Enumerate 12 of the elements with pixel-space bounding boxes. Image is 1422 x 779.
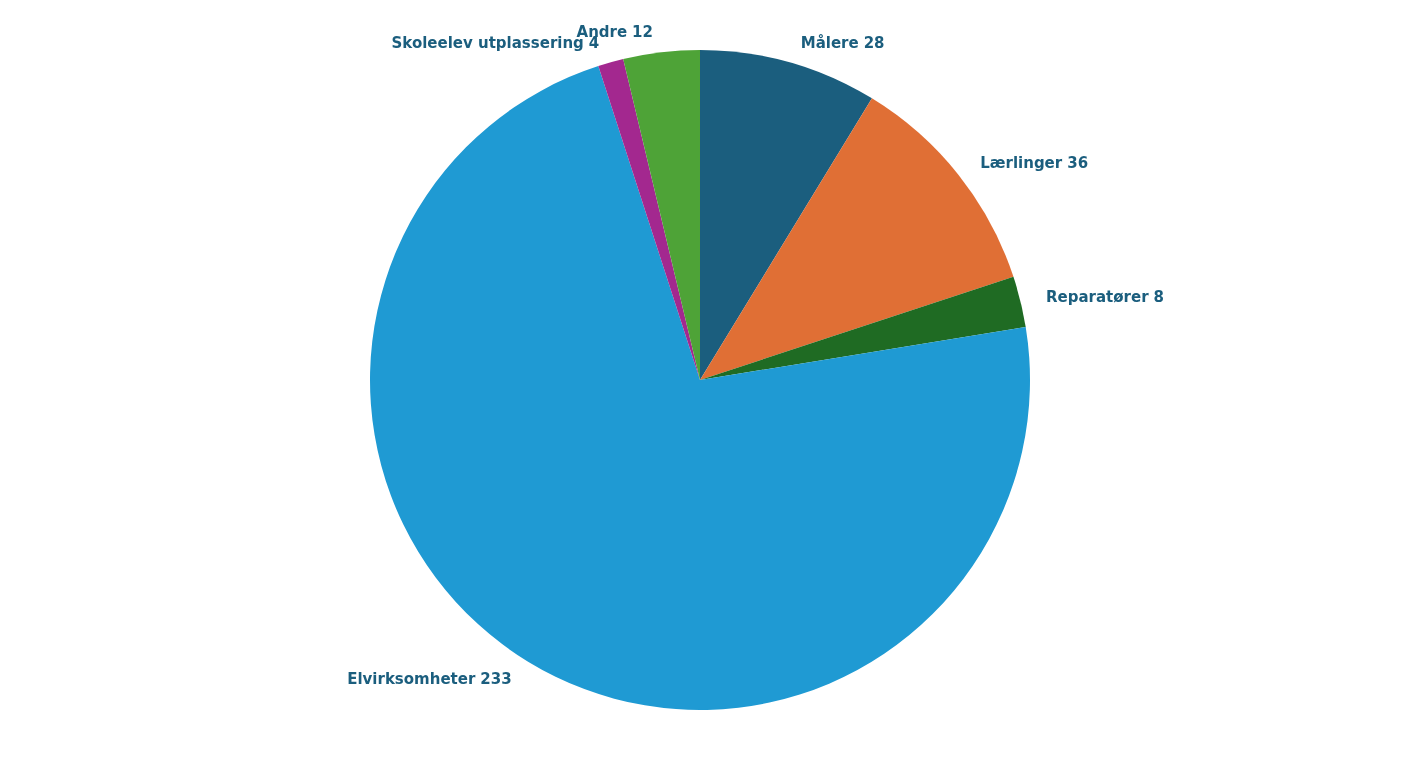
data-label: 28 (863, 34, 885, 53)
slice-label: Målere (800, 34, 859, 53)
slice-label: Lærlinger (980, 153, 1063, 172)
pie-slice (700, 276, 1026, 380)
pie-slice (700, 50, 872, 380)
data-label: 12 (632, 23, 653, 42)
data-label: 233 (480, 669, 512, 688)
slice-label: Reparatører (1045, 287, 1150, 306)
slice-label: Elvirksomheter (347, 669, 476, 688)
data-label: 8 (1153, 287, 1164, 306)
pie-slice (623, 50, 700, 380)
data-label: 36 (1067, 153, 1089, 172)
